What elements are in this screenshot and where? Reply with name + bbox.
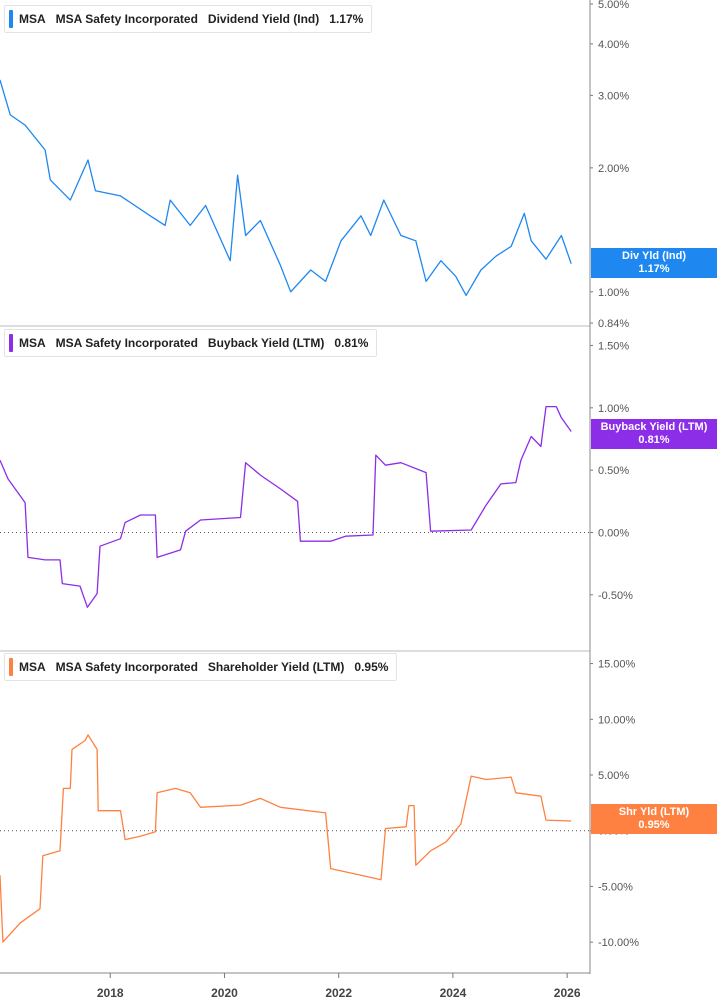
legend-ticker: MSA [19,12,46,26]
x-tick-label: 2022 [325,986,352,1000]
x-tick-label: 2020 [211,986,238,1000]
current-value-tag-buyback: Buyback Yield (LTM) 0.81% [591,419,717,449]
series-line [0,79,572,297]
legend-shareholder-yield: MSA MSA Safety Incorporated Shareholder … [4,653,398,681]
tag-value: 0.81% [638,434,670,446]
y-tick-label: 1.50% [598,340,629,352]
legend-value: 0.81% [334,336,369,350]
series-color-swatch [9,658,13,676]
tag-label: Buyback Yield (LTM) [600,421,708,433]
y-tick-label: 0.00% [598,527,629,539]
y-tick-label: 1.00% [598,287,629,299]
y-tick-label: 0.84% [598,318,629,330]
y-tick-label: 4.00% [598,39,629,51]
tag-label: Shr Yld (LTM) [618,806,690,818]
legend-metric: Buyback Yield (LTM) [207,336,325,350]
series-color-swatch [9,334,13,352]
y-tick-label: -10.00% [598,937,639,949]
y-tick-label: -0.50% [598,590,633,602]
tag-value: 0.95% [638,819,670,831]
series-line [0,734,572,943]
y-tick-label: 2.00% [598,163,629,175]
x-tick-label: 2026 [554,986,581,1000]
legend-ticker: MSA [19,336,46,350]
x-tick-label: 2024 [440,986,467,1000]
tag-label: Div Yld (Ind) [622,250,686,262]
y-tick-label: 5.00% [598,0,629,11]
current-value-tag-shareholder: Shr Yld (LTM) 0.95% [591,804,717,834]
legend-value: 1.17% [329,12,364,26]
legend-company: MSA Safety Incorporated [55,660,198,674]
series-line [0,405,572,608]
legend-buyback-yield: MSA MSA Safety Incorporated Buyback Yiel… [4,329,378,357]
legend-company: MSA Safety Incorporated [55,336,198,350]
y-tick-label: 0.50% [598,465,629,477]
y-tick-label: -5.00% [598,881,633,893]
series-color-swatch [9,10,13,28]
x-tick-label: 2018 [97,986,124,1000]
y-tick-label: 1.00% [598,403,629,415]
y-tick-label: 15.00% [598,659,636,671]
legend-metric: Shareholder Yield (LTM) [207,660,345,674]
legend-metric: Dividend Yield (Ind) [207,12,320,26]
tag-value: 1.17% [638,263,670,275]
legend-ticker: MSA [19,660,46,674]
legend-value: 0.95% [354,660,389,674]
y-tick-label: 5.00% [598,770,629,782]
legend-dividend-yield: MSA MSA Safety Incorporated Dividend Yie… [4,5,373,33]
y-tick-label: 10.00% [598,714,636,726]
legend-company: MSA Safety Incorporated [55,12,198,26]
y-tick-label: 3.00% [598,90,629,102]
current-value-tag-dividend: Div Yld (Ind) 1.17% [591,248,717,278]
